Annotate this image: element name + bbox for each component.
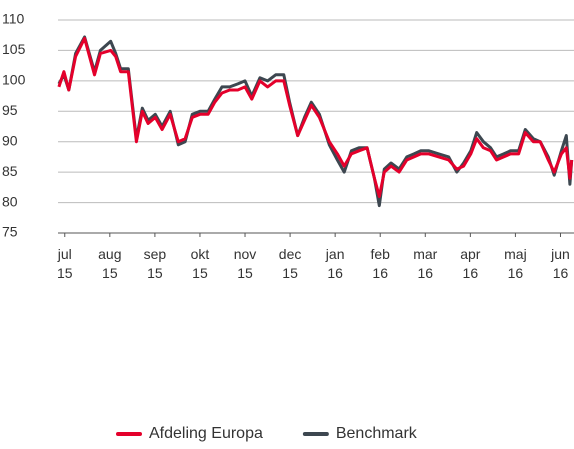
x-tick-label: mar 16 — [413, 246, 437, 281]
y-tick-label: 80 — [2, 193, 18, 209]
x-tick-label: feb 16 — [370, 246, 390, 281]
y-tick-label: 105 — [2, 41, 26, 57]
x-tick-label-line: apr — [460, 246, 481, 262]
x-tick-label-line: aug — [98, 246, 121, 262]
x-tick-label: sep 15 — [144, 246, 167, 281]
x-tick-label-line: 16 — [463, 265, 479, 281]
y-tick-label: 85 — [2, 163, 18, 179]
y-tick-label: 100 — [2, 72, 26, 88]
x-tick-label: jun 16 — [550, 246, 570, 281]
y-tick-label: 95 — [2, 102, 18, 118]
x-tick-label-line: okt — [191, 246, 210, 262]
x-tick-label-line: sep — [144, 246, 167, 262]
x-tick-label: dec 15 — [279, 246, 302, 281]
x-tick-label-line: jul — [57, 246, 72, 262]
legend-label: Afdeling Europa — [149, 425, 263, 442]
x-tick-label-line: 15 — [237, 265, 253, 281]
y-tick-label: 90 — [2, 132, 18, 148]
x-tick-label: maj 16 — [504, 246, 527, 281]
x-tick-label-line: 15 — [102, 265, 118, 281]
x-tick-label: okt 15 — [191, 246, 210, 281]
x-tick-label-line: 15 — [147, 265, 163, 281]
x-tick-label: jul 15 — [57, 246, 73, 281]
x-tick-label-line: 16 — [417, 265, 433, 281]
x-tick-label-line: 15 — [192, 265, 208, 281]
y-tick-label: 75 — [2, 224, 18, 240]
x-tick-label-line: maj — [504, 246, 527, 262]
x-tick-label: apr 16 — [460, 246, 481, 281]
x-tick-label: jan 16 — [325, 246, 345, 281]
x-tick-label-line: 16 — [327, 265, 343, 281]
x-tick-label: aug 15 — [98, 246, 121, 281]
x-tick-label-line: 15 — [57, 265, 73, 281]
x-tick-label-line: jun — [550, 246, 570, 262]
x-tick-label-line: nov — [234, 246, 257, 262]
x-tick-label-line: feb — [370, 246, 390, 262]
x-tick-label-line: 15 — [282, 265, 298, 281]
x-tick-label-line: 16 — [372, 265, 388, 281]
x-tick-label-line: mar — [413, 246, 437, 262]
y-tick-label: 110 — [2, 11, 25, 27]
x-tick-label-line: dec — [279, 246, 302, 262]
x-tick-label: nov 15 — [234, 246, 257, 281]
line-series — [57, 35, 574, 208]
x-tick-label-line: jan — [325, 246, 345, 262]
line-series — [57, 36, 574, 198]
x-tick-label-line: 16 — [553, 265, 569, 281]
legend-label: Benchmark — [336, 425, 418, 442]
x-tick-label-line: 16 — [508, 265, 524, 281]
